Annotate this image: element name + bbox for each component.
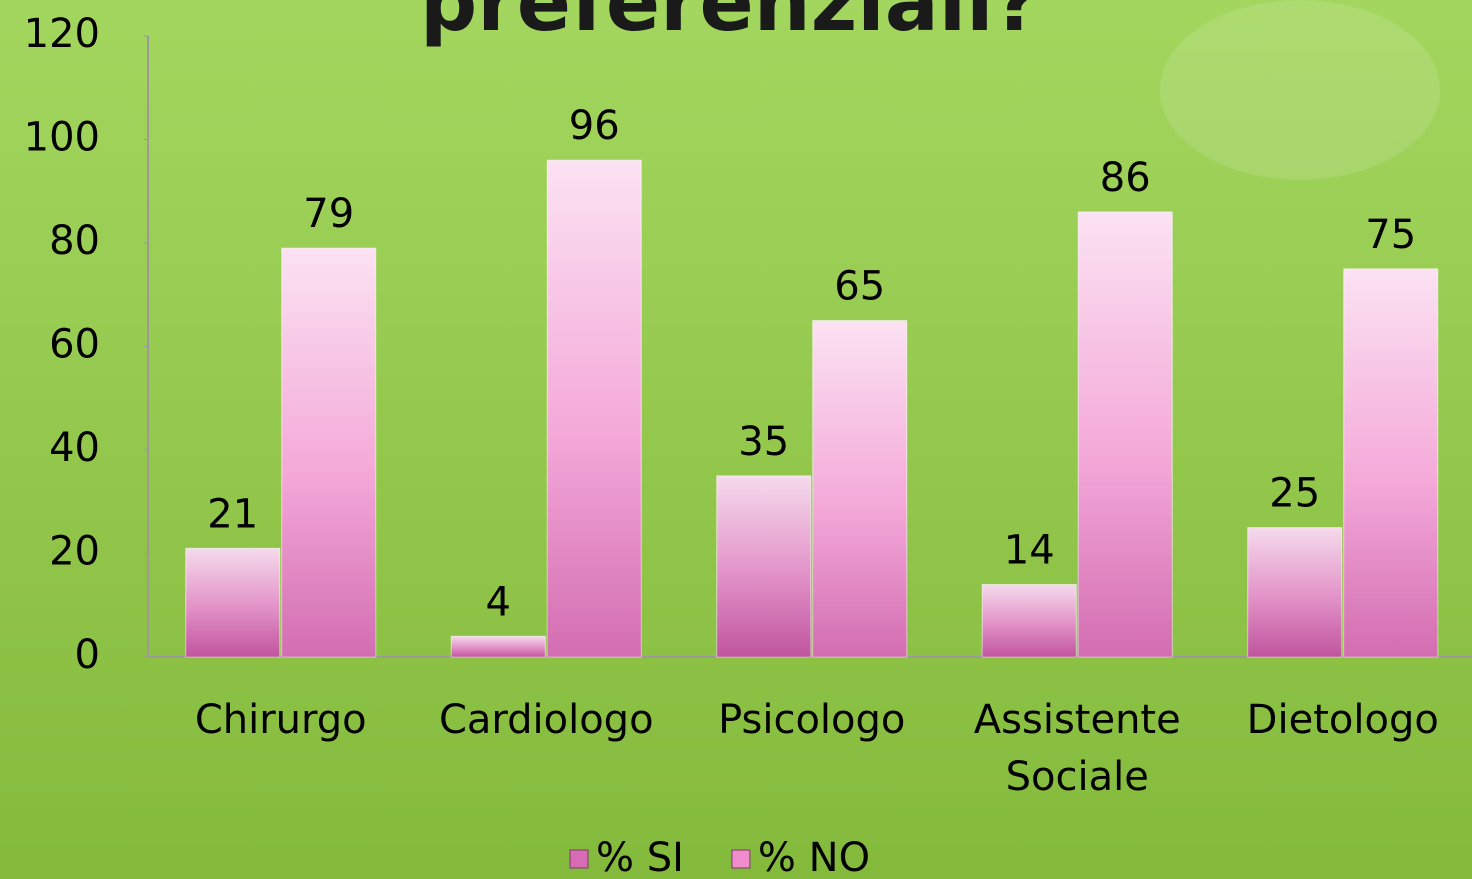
y-tick-label: 0 [75, 632, 100, 678]
value-label: 35 [738, 419, 789, 465]
chart-title: preferenziali? [420, 0, 1040, 49]
bar [812, 320, 908, 658]
legend-marker [731, 849, 751, 869]
y-tick-label: 80 [49, 218, 100, 264]
value-label: 75 [1365, 212, 1416, 258]
bar [281, 247, 377, 658]
x-tick-label: Chirurgo [195, 697, 367, 743]
y-tick-label: 120 [24, 11, 100, 57]
y-tick-label: 40 [49, 425, 100, 471]
value-label: 4 [486, 579, 511, 625]
legend-label: % NO [758, 835, 870, 879]
value-label: 79 [303, 191, 354, 237]
value-label: 96 [569, 103, 620, 149]
x-tick-label: Cardiologo [439, 697, 654, 743]
legend-label: % SI [596, 835, 684, 879]
x-tick-label: Assistente Sociale [974, 697, 1181, 800]
value-label: 65 [834, 264, 885, 310]
y-tick-label: 20 [49, 529, 100, 575]
bar [1077, 211, 1173, 658]
legend-marker [569, 849, 589, 869]
bar [1343, 268, 1439, 658]
bar [450, 635, 546, 658]
value-label: 25 [1269, 471, 1320, 517]
bar [1247, 527, 1343, 658]
y-tick-label: 60 [49, 322, 100, 368]
bar [185, 547, 281, 658]
value-label: 86 [1100, 155, 1151, 201]
bar [546, 159, 642, 658]
value-label: 21 [207, 491, 258, 537]
x-tick-label: Dietologo [1247, 697, 1439, 743]
bar [716, 475, 812, 658]
decoration [1160, 0, 1440, 180]
bar [981, 584, 1077, 658]
x-tick-label: Psicologo [718, 697, 905, 743]
y-tick-label: 100 [24, 115, 100, 161]
value-label: 14 [1004, 528, 1055, 574]
